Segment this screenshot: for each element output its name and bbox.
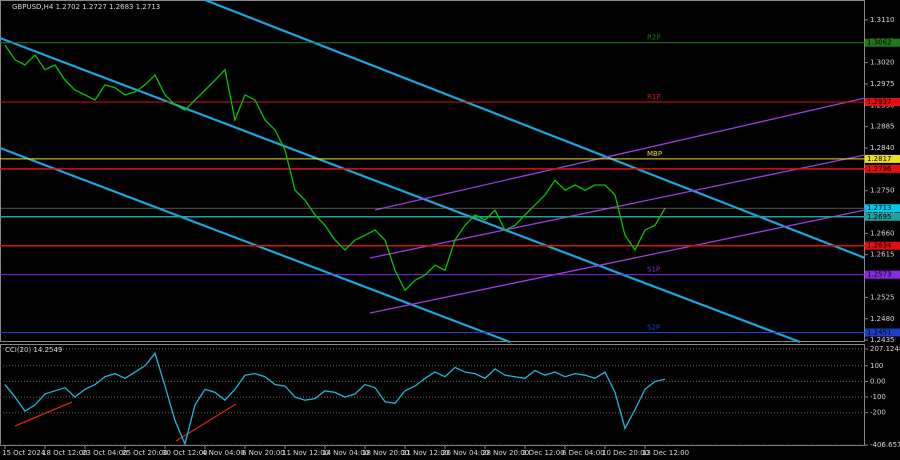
x-tick-label: 18 Nov 20:00 — [362, 449, 409, 457]
level-box — [865, 154, 900, 163]
x-tick-label: 6 Dec 04:00 — [562, 449, 605, 457]
last-price-label: 1.2713 — [867, 204, 892, 212]
level-label: MBP — [647, 150, 662, 158]
price-box — [865, 164, 900, 173]
divergence — [14, 401, 237, 442]
y-tick-label: 207.1248 — [870, 345, 900, 353]
main-panel — [0, 0, 865, 342]
y-tick-label: 1.2660 — [870, 229, 895, 237]
price-line-series — [4, 44, 666, 292]
x-tick-label: 11 Nov 12:00 — [282, 449, 329, 457]
y-tick-label: 1.2840 — [870, 144, 895, 152]
divergence-line — [175, 403, 237, 442]
y-tick-label: 0.00 — [870, 377, 886, 385]
level-box-label: 1.3062 — [867, 39, 892, 47]
level-box — [865, 270, 900, 279]
x-tick-label: 6 Nov 20:00 — [242, 449, 285, 457]
price-box-label: 1.2796 — [867, 165, 892, 173]
y-tick-label: -406.6577 — [870, 441, 900, 449]
last-price-box — [865, 204, 900, 213]
level-box-label: 1.2451 — [867, 329, 892, 337]
level-label: R2P — [647, 34, 661, 42]
y-tick-label: 100 — [870, 362, 883, 370]
indicator-title: CCI(20) 14.2549 — [5, 346, 62, 354]
level-box — [865, 328, 900, 337]
level-box — [865, 97, 900, 106]
level-label: S2P — [647, 324, 660, 332]
price-box — [865, 241, 900, 250]
y-tick-label: 1.2615 — [870, 251, 895, 259]
y-tick-label: -100 — [870, 393, 886, 401]
x-tick-label: 25 Oct 20:00 — [122, 449, 168, 457]
x-tick-label: 26 Nov 04:00 — [442, 449, 489, 457]
x-tick-label: 3 Dec 12:00 — [522, 449, 565, 457]
x-tick-label: 18 Oct 12:00 — [42, 449, 88, 457]
channel-line — [0, 36, 801, 344]
level-box-label: 1.2937 — [867, 98, 892, 106]
level-box-label: 1.2573 — [867, 271, 892, 279]
price-box — [865, 212, 900, 221]
level-box — [865, 38, 900, 47]
y-tick-label: -200 — [870, 409, 886, 417]
x-tick-label: 21 Nov 12:00 — [402, 449, 449, 457]
y-tick-label: 1.2750 — [870, 187, 895, 195]
x-tick-label: 28 Nov 20:00 — [482, 449, 529, 457]
level-label: R1P — [647, 93, 661, 101]
y-tick-label: 1.2885 — [870, 123, 895, 131]
x-tick-label: 13 Dec 12:00 — [642, 449, 689, 457]
x-tick-label: 23 Oct 04:00 — [82, 449, 128, 457]
price-line-series — [4, 351, 666, 446]
price-box-label: 1.2695 — [867, 213, 892, 221]
level-label: S1P — [647, 266, 660, 274]
y-tick-label: 1.3020 — [870, 59, 895, 67]
y-tick-label: 1.2525 — [870, 293, 895, 301]
chart-title: GBPUSD,H4 1.2702 1.2727 1.2683 1.2713 — [12, 3, 160, 11]
level-box-label: 1.2817 — [867, 155, 892, 163]
x-tick-label: 30 Oct 12:00 — [162, 449, 208, 457]
divergence-line — [14, 401, 73, 427]
x-tick-label: 14 Nov 04:00 — [322, 449, 369, 457]
price-box-label: 1.2634 — [867, 242, 892, 250]
x-tick-label: 10 Dec 20:00 — [602, 449, 649, 457]
trend-line — [369, 209, 866, 314]
x-tick-label: 15 Oct 2024 — [2, 449, 46, 457]
x-tick-label: 4 Nov 04:00 — [202, 449, 245, 457]
y-tick-label: 1.3110 — [870, 16, 895, 24]
trend-line — [374, 97, 866, 211]
y-tick-label: 1.2480 — [870, 315, 895, 323]
y-tick-label: 1.2975 — [870, 80, 895, 88]
y-tick-label: 1.2435 — [870, 336, 895, 344]
